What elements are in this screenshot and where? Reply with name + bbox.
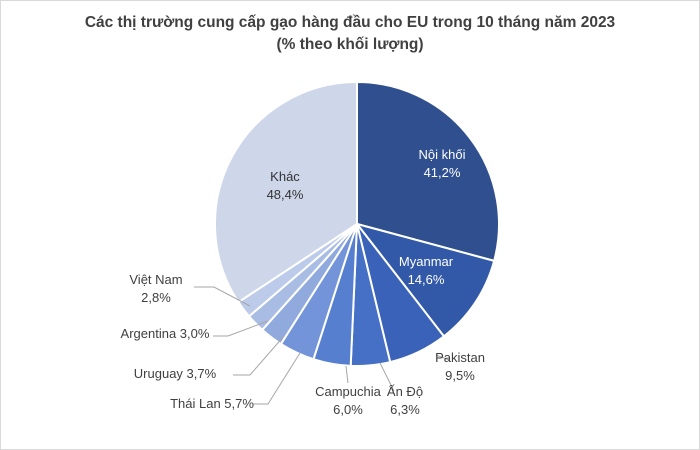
slice-label: Nội khối 41,2% bbox=[419, 147, 466, 180]
slice-label: Ấn Độ 6,3% bbox=[387, 384, 423, 417]
slice-label: Argentina 3,0% bbox=[121, 326, 210, 341]
leader-line bbox=[194, 286, 251, 307]
chart-subtitle: (% theo khối lượng) bbox=[276, 36, 424, 53]
leader-line bbox=[345, 365, 349, 384]
slice-label: Pakistan 9,5% bbox=[435, 350, 485, 383]
slice-label: Uruguay 3,7% bbox=[134, 366, 217, 381]
leader-line bbox=[233, 335, 285, 376]
slice-label: Việt Nam 2,8% bbox=[129, 272, 182, 305]
chart-title-block: Các thị trường cung cấp gạo hàng đầu cho… bbox=[0, 12, 700, 56]
slice-label: Khác 48,4% bbox=[267, 169, 304, 202]
leader-line bbox=[253, 352, 301, 405]
pie-slice bbox=[354, 222, 496, 338]
leader-line bbox=[379, 362, 395, 392]
slice-label: Myanmar 14,6% bbox=[399, 254, 454, 287]
pie-slice bbox=[356, 80, 500, 263]
leader-line bbox=[213, 320, 269, 337]
leader-line bbox=[435, 354, 450, 361]
slice-label: Thái Lan 5,7% bbox=[170, 396, 254, 411]
pie-slice bbox=[214, 80, 358, 304]
chart-title: Các thị trường cung cấp gạo hàng đầu cho… bbox=[84, 14, 616, 31]
slice-label: Campuchia 6,0% bbox=[315, 384, 382, 417]
